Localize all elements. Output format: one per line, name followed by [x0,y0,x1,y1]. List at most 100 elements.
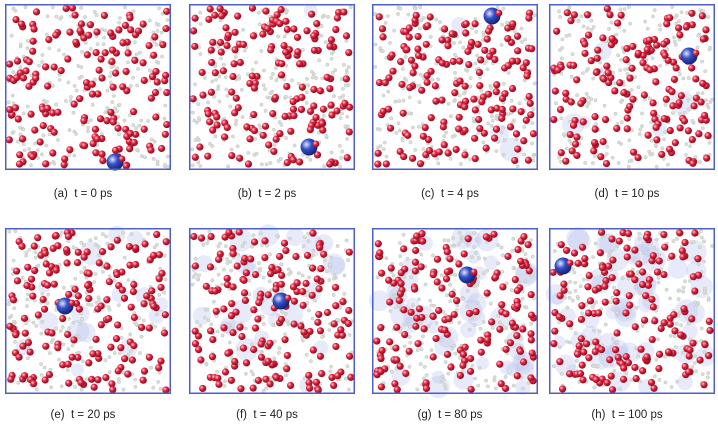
oxygen-atom [619,229,627,237]
oxygen-atom [419,132,427,140]
hydrogen-atom [112,351,117,355]
oxygen-atom [517,108,525,116]
hydrogen-atom [678,72,682,77]
hydrogen-atom [672,35,676,40]
oxygen-atom [578,361,586,369]
snapshot-panel-e [5,225,171,394]
oxygen-atom [646,66,654,74]
hydrogen-atom [700,91,705,96]
ion-trail-mark [38,311,59,332]
oxygen-atom [140,125,148,133]
hydrogen-atom [564,34,569,38]
oxygen-atom [234,12,242,20]
hydrogen-atom [135,147,139,152]
hydrogen-atom [103,358,108,363]
oxygen-atom [445,315,453,323]
oxygen-atom [452,145,460,154]
hydrogen-atom [696,262,701,266]
oxygen-atom [323,308,332,317]
snapshot-panel-c [372,4,538,170]
oxygen-atom [448,290,456,298]
hydrogen-atom [134,322,139,327]
oxygen-atom [562,89,570,97]
hydrogen-atom [405,256,410,261]
oxygen-atom [281,336,289,344]
oxygen-atom [319,126,327,134]
hydrogen-atom [664,287,669,292]
hydrogen-atom [697,245,702,250]
hydrogen-atom [640,124,644,128]
oxygen-atom [381,79,389,87]
oxygen-atom [562,157,570,165]
hydrogen-atom [339,156,343,160]
hydrogen-atom [522,78,527,83]
oxygen-atom [439,123,447,131]
oxygen-atom [141,240,149,248]
hydrogen-atom [264,162,269,167]
oxygen-atom [481,46,489,54]
hydrogen-atom [190,147,195,152]
oxygen-atom [13,57,22,65]
hydrogen-atom [585,26,590,31]
oxygen-atom [594,46,602,54]
hydrogen-atom [263,108,268,113]
hydrogen-atom [679,323,683,328]
oxygen-atom [525,267,533,275]
oxygen-atom [645,36,653,44]
oxygen-atom [491,134,499,142]
oxygen-atom [461,343,469,351]
oxygen-atom [438,96,446,104]
oxygen-atom [429,353,437,361]
hydrogen-atom [146,231,150,236]
hydrogen-atom [138,50,142,55]
hydrogen-atom [300,48,305,52]
oxygen-atom [130,342,138,350]
oxygen-atom [444,149,452,157]
hydrogen-atom [305,77,309,81]
oxygen-atom [608,35,616,43]
hydrogen-atom [654,237,659,242]
hydrogen-atom [194,120,199,125]
oxygen-atom [132,130,140,138]
hydrogen-atom [502,81,506,86]
oxygen-atom [484,90,493,98]
oxygen-atom [248,72,256,80]
oxygen-atom [328,373,336,382]
hydrogen-atom [421,16,426,20]
oxygen-atom [557,241,565,249]
hydrogen-atom [520,297,525,301]
oxygen-atom [92,48,100,57]
hydrogen-atom [428,35,433,39]
oxygen-atom [306,107,315,115]
oxygen-atom [527,290,535,299]
oxygen-atom [62,4,70,13]
oxygen-atom [553,27,561,35]
hydrogen-atom [493,386,498,391]
oxygen-atom [162,386,170,394]
hydrogen-atom [401,232,406,237]
hydrogen-atom [384,256,389,261]
hydrogen-atom [649,138,654,143]
hydrogen-atom [193,82,197,87]
hydrogen-atom [259,102,264,107]
hydrogen-atom [672,39,677,44]
hydrogen-atom [105,241,110,246]
hydrogen-atom [103,110,108,115]
hydrogen-atom [126,278,131,282]
oxygen-atom [676,229,684,237]
hydrogen-atom [590,305,595,309]
hydrogen-atom [703,69,708,74]
hydrogen-atom [215,369,220,374]
oxygen-atom [13,267,21,275]
hydrogen-atom [62,285,66,290]
hydrogen-atom [617,140,621,145]
hydrogen-atom [241,27,246,32]
oxygen-atom [227,376,235,384]
oxygen-atom [261,237,269,245]
oxygen-atom [377,324,385,332]
oxygen-atom [680,117,689,125]
oxygen-atom [45,36,53,44]
oxygen-atom [65,290,73,299]
snapshot-panel-f [189,224,355,394]
oxygen-atom [404,131,412,139]
